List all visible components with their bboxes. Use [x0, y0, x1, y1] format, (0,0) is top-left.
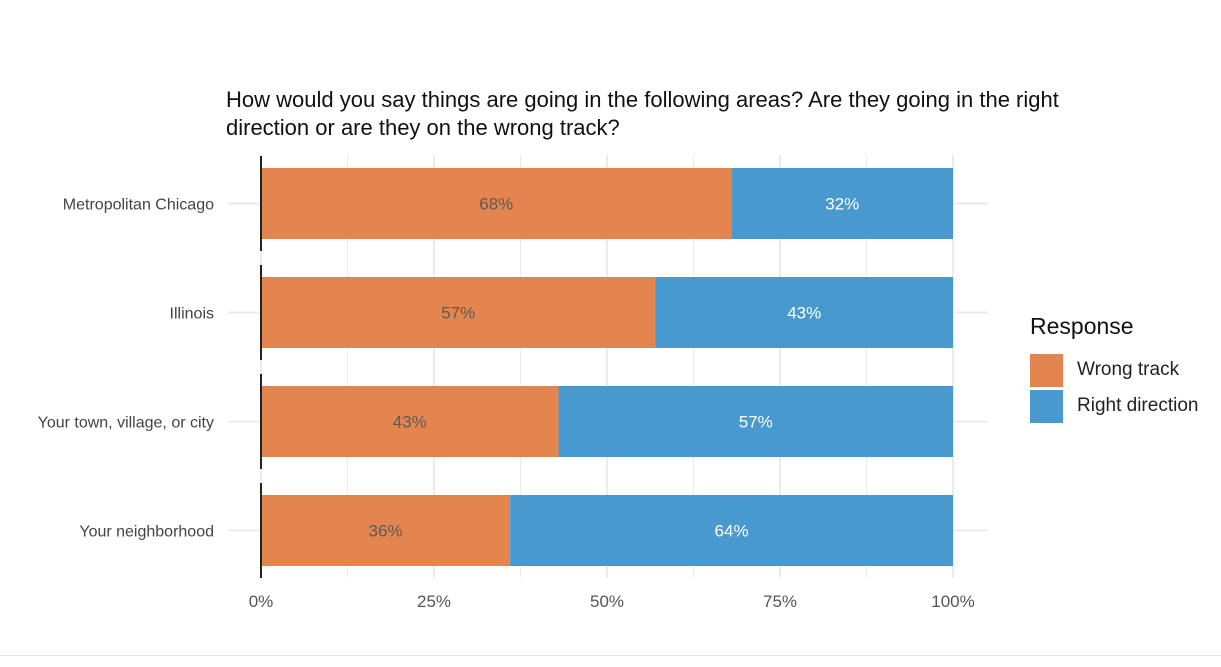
bar-right-direction — [655, 277, 953, 348]
x-tick-label: 50% — [590, 592, 624, 611]
bar-right-direction — [731, 168, 953, 239]
data-label: 68% — [479, 195, 513, 214]
bar-right-direction — [558, 386, 953, 457]
data-label: 32% — [825, 195, 859, 214]
x-tick-label: 25% — [417, 592, 451, 611]
bar-right-direction — [510, 495, 953, 566]
bar-wrong-track — [261, 277, 656, 348]
bar-wrong-track — [261, 168, 732, 239]
data-label: 57% — [441, 304, 475, 323]
legend-label: Right direction — [1077, 395, 1199, 416]
x-tick-label: 100% — [931, 592, 974, 611]
legend-item-right-direction: Right direction — [1030, 388, 1198, 424]
data-label: 43% — [787, 304, 821, 323]
data-label: 64% — [715, 522, 749, 541]
legend-swatch — [1030, 353, 1063, 387]
category-label: Your town, village, or city — [38, 415, 214, 432]
category-label: Your neighborhood — [79, 524, 214, 541]
legend-title: Response — [1030, 313, 1134, 339]
legend: Response Wrong track Right direction — [1030, 313, 1198, 424]
chart-title: How would you say things are going in th… — [226, 87, 1059, 140]
data-label: 43% — [393, 413, 427, 432]
x-tick-label: 75% — [763, 592, 797, 611]
bar-wrong-track — [261, 386, 559, 457]
legend-label: Wrong track — [1077, 359, 1180, 380]
x-tick-label: 0% — [249, 592, 274, 611]
legend-item-wrong-track: Wrong track — [1030, 352, 1198, 388]
divider — [0, 655, 1221, 656]
data-label: 57% — [739, 413, 773, 432]
bar-wrong-track — [261, 495, 511, 566]
category-label: Illinois — [170, 306, 214, 323]
category-label: Metropolitan Chicago — [63, 197, 214, 214]
data-label: 36% — [369, 522, 403, 541]
legend-swatch — [1030, 389, 1063, 423]
